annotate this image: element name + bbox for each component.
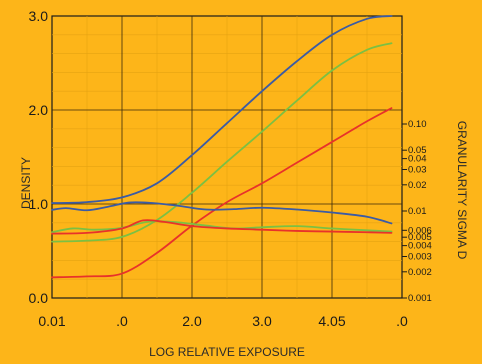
y-tick-label: 3.0 bbox=[29, 8, 49, 24]
y-tick-label: 2.0 bbox=[29, 102, 49, 118]
y2-tick-label: 0.03 bbox=[408, 164, 427, 175]
y-tick-label: 0.0 bbox=[29, 290, 49, 306]
density-series-line-2 bbox=[51, 107, 393, 279]
y-axis-title: DENSITY bbox=[19, 157, 33, 209]
y2-tick-label: 0.002 bbox=[408, 267, 432, 278]
y2-tick-label: 0.01 bbox=[408, 206, 427, 217]
x-tick-label: .0 bbox=[116, 313, 128, 329]
y2-tick-label: 0.003 bbox=[408, 251, 432, 262]
y2-axis-title: GRANULARITY SIGMA D bbox=[455, 121, 469, 260]
y2-tick-label: 0.004 bbox=[408, 241, 432, 252]
grid-layer bbox=[52, 16, 402, 298]
y-tick-label: 1.0 bbox=[29, 196, 49, 212]
x-tick-label: 3.0 bbox=[252, 313, 272, 329]
granularity-series-line-4 bbox=[51, 220, 393, 234]
x-tick-label: 4.05 bbox=[318, 313, 345, 329]
density-series-line-0 bbox=[51, 15, 393, 204]
y2-tick-label: 0.006 bbox=[408, 225, 432, 236]
density-series-line-1 bbox=[51, 42, 393, 243]
x-tick-label: 0.01 bbox=[38, 313, 65, 329]
y2-tick-label: 0.005 bbox=[408, 232, 432, 243]
x-tick-label: 2.0 bbox=[182, 313, 202, 329]
x-tick-label: .0 bbox=[396, 313, 408, 329]
granularity-series-line-5 bbox=[51, 219, 393, 235]
tick-layer: 0.01.02.03.00.01.0 2.0 3.0 4.05.00.100.050.… bbox=[29, 8, 432, 329]
y2-tick-label: 0.001 bbox=[408, 293, 432, 304]
granularity-series-line-3 bbox=[51, 201, 393, 225]
y2-tick-label: 0.10 bbox=[408, 119, 427, 130]
y2-tick-label: 0.02 bbox=[408, 180, 427, 191]
x-axis-title: LOG RELATIVE EXPOSURE bbox=[149, 345, 305, 359]
y2-tick-label: 0.04 bbox=[408, 154, 427, 165]
y2-tick-label: 0.05 bbox=[408, 145, 427, 156]
series-layer bbox=[51, 15, 393, 279]
